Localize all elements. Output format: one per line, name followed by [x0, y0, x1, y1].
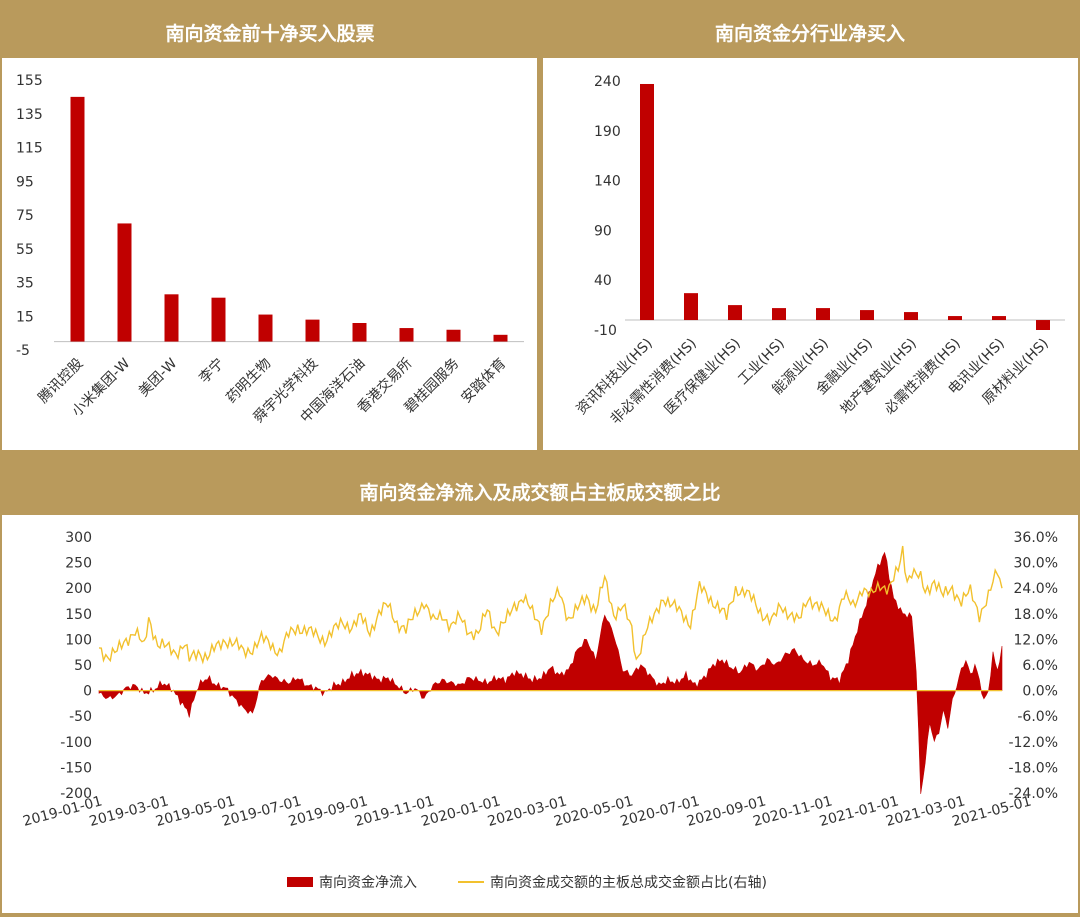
top-left-bar: [211, 297, 226, 342]
top-left-y-tick-label: 135: [16, 107, 43, 123]
top-left-bar: [493, 334, 508, 342]
bottom-left-y-tick-label: 200: [65, 581, 92, 597]
top-right-category-label: 地产建筑业(HS): [838, 336, 920, 418]
top-right-category-label: 资讯科技业(HS): [574, 336, 656, 418]
bottom-right-y-tick-label: 24.0%: [1014, 581, 1058, 597]
legend-bar-label: 南向资金净流入: [319, 875, 417, 891]
top-right-bar: [860, 310, 874, 321]
top-right-y-tick-label: 240: [594, 74, 621, 90]
top-right-category-label: 必需性消费(HS): [882, 336, 964, 418]
top-left-y-tick-label: 35: [16, 276, 34, 292]
bottom-chart-title: 南向资金净流入及成交额占主板成交额之比: [359, 482, 721, 504]
bottom-net-inflow-bars: [98, 551, 1003, 794]
top-right-category-label: 医疗保健业(HS): [662, 336, 744, 418]
bottom-right-y-tick-label: 12.0%: [1014, 632, 1058, 648]
top-left-y-tick-label: 155: [16, 73, 43, 89]
top-left-bar: [70, 96, 85, 342]
bottom-turnover-pct-line: [98, 545, 1003, 665]
top-right-chart-panel: 240 190 140 90 40 -10 资讯科技业(HS) 非必需性消费(HS) 医疗保健业…: [543, 58, 1078, 450]
legend-line-label: 南向资金成交额的主板总成交金额占比(右轴): [490, 874, 767, 891]
bottom-left-y-tick-label: 250: [65, 556, 92, 572]
top-right-y-tick-label: 140: [594, 174, 621, 190]
top-left-y-tick-label: 55: [16, 242, 34, 258]
bottom-left-y-tick-label: 100: [65, 632, 92, 648]
bottom-right-y-tick-label: 6.0%: [1022, 658, 1058, 674]
bottom-left-y-tick-label: 300: [65, 530, 92, 546]
bottom-left-y-tick-label: -100: [60, 735, 92, 751]
top-right-y-tick-label: 40: [594, 273, 612, 289]
top-right-bar: [1036, 320, 1050, 330]
top-right-bar: [772, 308, 786, 321]
top-right-bar: [992, 316, 1006, 321]
legend-bar-swatch: [287, 877, 313, 887]
top-right-y-tick-label: 190: [594, 124, 621, 140]
top-left-bar: [305, 319, 320, 342]
bottom-left-y-tick-label: 50: [74, 658, 92, 674]
bottom-chart: 300 250 200 150 100 50 0 -50 -100 -150 -200 36.0% 30…: [21, 530, 1058, 891]
top-right-bar: [904, 312, 918, 321]
bottom-right-y-tick-label: -18.0%: [1008, 760, 1058, 776]
top-right-bar: [684, 293, 698, 321]
top-left-bar: [117, 223, 132, 342]
top-left-bar: [258, 314, 273, 342]
top-left-y-tick-label: 15: [16, 309, 34, 325]
top-left-bar: [352, 323, 367, 342]
top-right-bar: [640, 83, 654, 321]
top-right-bar: [948, 316, 962, 321]
bottom-left-y-tick-label: -200: [60, 786, 92, 802]
bottom-right-y-tick-label: -12.0%: [1008, 735, 1058, 751]
top-right-bar: [728, 305, 742, 321]
top-left-y-tick-label: -5: [16, 343, 30, 359]
top-left-bar: [446, 329, 461, 342]
bottom-right-y-tick-label: 36.0%: [1014, 530, 1058, 546]
bottom-right-y-tick-label: 30.0%: [1014, 556, 1058, 572]
top-left-category-label: 李宁: [196, 355, 228, 387]
bottom-chart-panel: 300 250 200 150 100 50 0 -50 -100 -150 -200 36.0% 30…: [2, 515, 1078, 913]
top-left-chart-title: 南向资金前十净买入股票: [165, 23, 375, 45]
top-right-y-tick-label: -10: [594, 323, 617, 339]
bottom-right-y-tick-label: 18.0%: [1014, 607, 1058, 623]
top-left-y-tick-label: 75: [16, 208, 34, 224]
bottom-right-y-tick-label: -6.0%: [1017, 709, 1058, 725]
top-right-bar: [816, 308, 830, 321]
top-right-chart-title: 南向资金分行业净买入: [714, 23, 905, 45]
top-right-y-tick-label: 90: [594, 223, 612, 239]
top-right-chart: 2401901409040-10资讯科技业(HS)非必需性消费(HS)医疗保健业…: [574, 74, 1065, 428]
top-left-category-label: 美团-W: [136, 355, 181, 400]
bottom-right-y-tick-label: -24.0%: [1008, 786, 1058, 802]
top-left-y-tick-label: 115: [16, 141, 43, 157]
bottom-right-y-tick-label: 0.0%: [1022, 684, 1058, 700]
bottom-left-y-tick-label: 150: [65, 607, 92, 623]
bottom-left-y-tick-label: -50: [69, 709, 92, 725]
top-left-category-label: 安踏体育: [458, 356, 509, 407]
bottom-left-y-tick-label: -150: [60, 760, 92, 776]
top-left-chart-panel: 155 135 115 95 75 55 35 15 -5 腾讯控股 小米集团-W 美团-W 李宁 药明生…: [2, 58, 537, 450]
top-left-y-tick-label: 95: [16, 174, 34, 190]
top-left-bar: [399, 328, 414, 342]
top-left-bar: [164, 294, 179, 342]
bottom-left-y-tick-label: 0: [83, 684, 92, 700]
